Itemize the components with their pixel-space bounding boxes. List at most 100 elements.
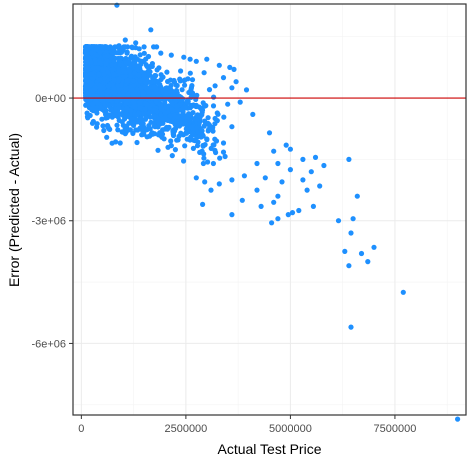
data-point (190, 126, 196, 133)
data-point (279, 179, 285, 185)
data-point (169, 153, 175, 159)
data-point (185, 98, 191, 104)
data-point (96, 71, 102, 78)
data-point (229, 85, 235, 91)
data-point (172, 147, 178, 153)
x-tick-label: 2500000 (164, 423, 207, 435)
data-point (86, 54, 92, 61)
data-point (89, 71, 95, 77)
data-point (174, 82, 180, 89)
data-point (169, 106, 175, 112)
data-point (193, 117, 199, 123)
data-point (250, 111, 256, 117)
data-point (156, 65, 162, 71)
data-point (239, 197, 245, 203)
data-point (212, 115, 218, 122)
data-point (129, 44, 135, 50)
data-point (182, 143, 188, 149)
data-point (88, 44, 94, 50)
data-point (104, 134, 110, 140)
x-tick-label: 0 (78, 423, 84, 435)
data-point (220, 75, 227, 81)
data-point (174, 103, 180, 109)
data-point (201, 70, 207, 76)
data-point (101, 108, 108, 114)
data-point (227, 64, 233, 70)
data-point (163, 104, 169, 110)
data-point (208, 187, 214, 193)
data-point (116, 68, 122, 74)
data-point (83, 72, 89, 78)
data-point (115, 83, 121, 89)
data-point (229, 212, 235, 218)
data-point (89, 80, 95, 86)
data-point (142, 106, 148, 112)
data-point (148, 79, 154, 85)
data-point (163, 90, 169, 96)
data-point (127, 127, 133, 133)
data-point (213, 149, 219, 156)
data-point (155, 147, 161, 153)
data-point (304, 187, 310, 193)
data-point (178, 68, 184, 74)
data-point (254, 160, 260, 167)
data-point (210, 160, 216, 167)
data-point (289, 210, 296, 216)
data-point (300, 177, 306, 183)
data-point (202, 179, 208, 185)
data-point (173, 87, 180, 94)
data-point (120, 89, 126, 95)
data-point (120, 122, 126, 128)
data-point (143, 114, 149, 120)
data-point (101, 71, 107, 77)
data-point (181, 78, 187, 84)
data-point (133, 40, 139, 46)
data-point (204, 136, 210, 142)
data-point (183, 114, 189, 120)
data-point (189, 83, 195, 89)
data-point (216, 181, 222, 187)
data-point (131, 99, 137, 105)
data-point (205, 159, 211, 165)
data-point (181, 105, 188, 111)
data-point (84, 92, 90, 98)
data-point (181, 158, 187, 164)
data-point (231, 66, 237, 72)
data-point (310, 203, 316, 209)
data-point (160, 87, 166, 93)
data-point (135, 72, 142, 78)
data-point (122, 112, 128, 118)
data-point (210, 103, 217, 109)
data-point (105, 97, 111, 103)
data-point (285, 212, 291, 218)
data-point (204, 56, 210, 62)
data-point (155, 94, 161, 100)
data-point (126, 59, 132, 65)
data-point (176, 133, 182, 139)
data-point (151, 113, 157, 119)
data-point (141, 72, 147, 78)
data-point (131, 62, 137, 68)
data-point (275, 160, 281, 167)
data-point (183, 119, 189, 125)
data-point (102, 104, 108, 110)
x-tick-label: 7500000 (374, 423, 417, 435)
data-point (187, 137, 193, 143)
data-point (200, 160, 206, 167)
data-point (348, 230, 354, 236)
data-point (114, 50, 120, 56)
data-point (162, 110, 169, 116)
data-point (167, 113, 173, 119)
data-point (161, 136, 167, 142)
data-point (110, 66, 116, 72)
data-point (112, 112, 119, 118)
data-point (216, 62, 222, 68)
data-point (254, 187, 260, 193)
y-tick-label: -3e+06 (31, 216, 66, 228)
data-point (162, 115, 168, 121)
data-point (147, 72, 153, 78)
data-point (187, 70, 193, 76)
data-point (158, 50, 164, 56)
data-point (124, 49, 130, 55)
data-point (151, 91, 157, 97)
